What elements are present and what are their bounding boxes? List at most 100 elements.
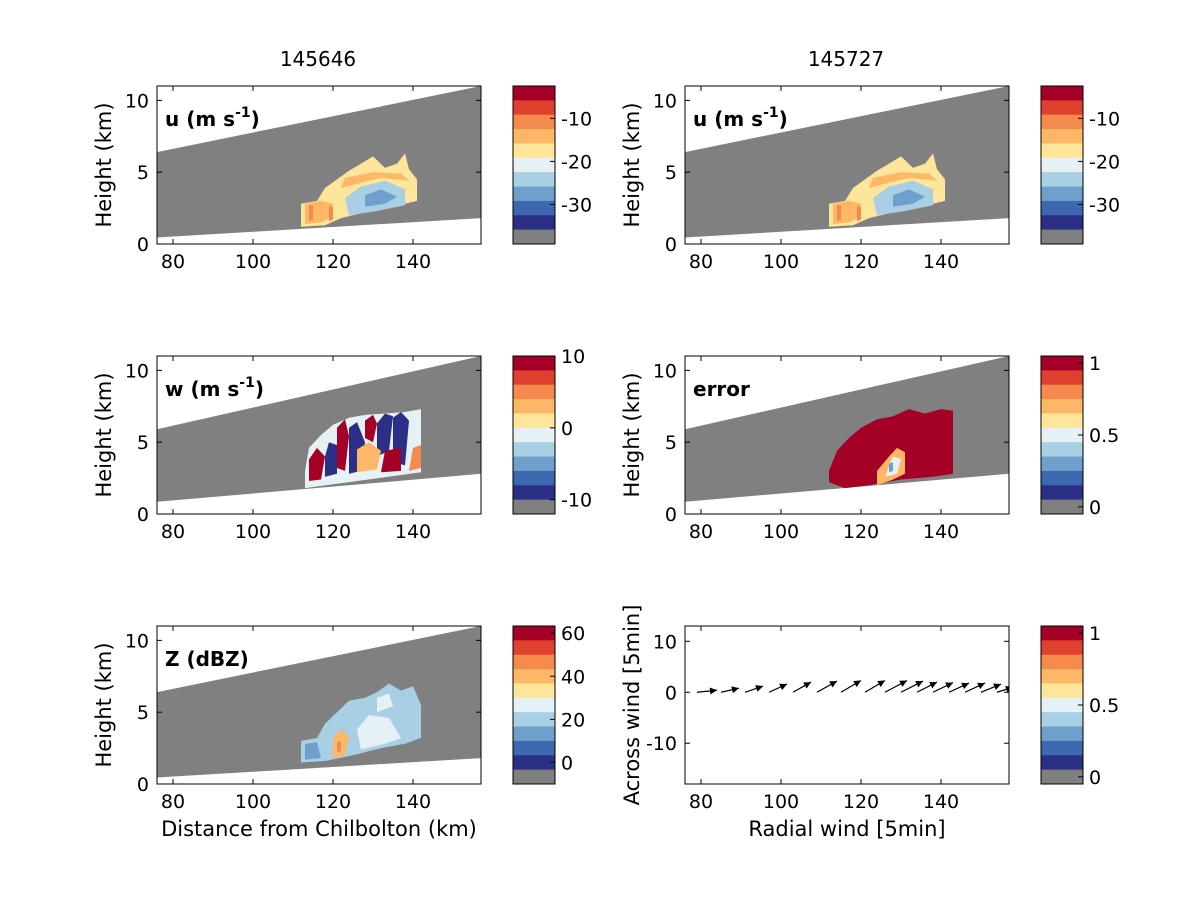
colorbar-tick-label: 20: [561, 709, 585, 731]
wind-vector-head: [929, 682, 937, 689]
x-tick-label: 80: [161, 791, 185, 813]
y-tick-label: 5: [137, 702, 149, 724]
colorbar-segment: [1041, 186, 1083, 202]
y-tick-label: 10: [653, 631, 677, 653]
colorbar-frame: [512, 85, 556, 245]
x-tick-label: 80: [161, 251, 185, 273]
axes-frame: [156, 625, 482, 785]
colorbar-tick-label: -20: [561, 151, 592, 173]
colorbar-segment: [513, 100, 555, 116]
colorbar-segment: [1041, 399, 1083, 414]
colorbar-segment: [513, 215, 555, 231]
x-tick-label: 120: [843, 521, 879, 543]
colorbar-frame: [512, 625, 556, 785]
colorbar-segment: [513, 356, 555, 371]
panel-title-left: 145646: [280, 47, 356, 71]
panel-z-145646: 80 100 120 140 0 5 10 Height (km) Distance from …: [92, 623, 585, 841]
u-field-streak: [309, 205, 313, 221]
wind-vector: [996, 687, 1009, 693]
x-tick-label: 140: [923, 521, 959, 543]
colorbar-segment: [513, 654, 555, 670]
wind-vector-head: [1005, 685, 1009, 693]
z-field-peak: [337, 740, 341, 753]
axes-frame: [684, 625, 1010, 785]
colorbar-segment: [513, 755, 555, 771]
panel-variable-label: w (m s-1): [165, 375, 264, 401]
colorbar-segment: [513, 712, 555, 728]
w-updraft: [337, 419, 349, 471]
axes-frame: [156, 355, 482, 515]
colorbar-segment: [513, 384, 555, 400]
colorbar-segment: [1041, 726, 1083, 742]
colorbar-segment: [1041, 485, 1083, 501]
x-tick-label: 80: [689, 791, 713, 813]
colorbar-segment: [513, 427, 555, 443]
colorbar-segment: [1041, 427, 1083, 443]
colorbar-segment: [513, 370, 555, 386]
colorbar-segment: [1041, 626, 1083, 641]
colorbar-segment: [513, 669, 555, 684]
y-tick-label: 5: [665, 432, 677, 454]
y-tick-label: 10: [125, 360, 149, 382]
colorbar-segment: [1041, 683, 1083, 699]
wind-vector-head: [829, 681, 837, 688]
error-field: [829, 409, 953, 489]
colorbar-segment: [513, 726, 555, 742]
colorbar-segment: [513, 626, 555, 641]
colorbar-tick-label: 40: [561, 666, 585, 688]
wind-vector-head: [779, 683, 787, 691]
colorbar-segment: [1041, 100, 1083, 116]
colorbar-segment: [1041, 640, 1083, 656]
plot-area-u-145727: [685, 86, 1009, 238]
colorbar-segment: [1041, 712, 1083, 728]
colorbar-tick-label: -10: [1089, 108, 1120, 130]
colorbar-segment: [1041, 215, 1083, 231]
plot-area-quiver-145727: [696, 680, 1009, 695]
x-tick-label: 100: [763, 251, 799, 273]
colorbar-segment: [1041, 470, 1083, 486]
colorbar-segment: [1041, 669, 1083, 684]
wind-vector-head: [803, 682, 811, 689]
x-tick-label: 140: [923, 251, 959, 273]
axes-frame: [684, 355, 1010, 515]
colorbar-tick-label: 0.5: [1089, 695, 1119, 717]
colorbar-tick-label: -10: [561, 490, 592, 512]
colorbar-segment: [1041, 143, 1083, 159]
y-tick-label: -10: [646, 733, 677, 755]
wind-vector-head: [853, 680, 861, 688]
x-tick-label: 100: [763, 521, 799, 543]
panel-variable-label: Z (dBZ): [165, 647, 249, 671]
colorbar-segment: [1041, 129, 1083, 144]
panel-title-right: 145727: [808, 47, 884, 71]
colorbar-segment: [513, 769, 555, 785]
colorbar-segment: [513, 143, 555, 159]
colorbar-tick-label: 1: [1089, 623, 1101, 645]
x-tick-label: 120: [843, 791, 879, 813]
colorbar-segment: [1041, 654, 1083, 670]
colorbar-segment: [1041, 755, 1083, 771]
y-tick-label: 5: [665, 162, 677, 184]
colorbar-segment: [1041, 456, 1083, 472]
colorbar-segment: [513, 129, 555, 144]
w-updraft: [365, 414, 377, 443]
u-field-upper: [869, 172, 937, 188]
colorbar-tick-label: 60: [561, 623, 585, 645]
y-tick-label: 10: [125, 630, 149, 652]
colorbar-tick-label: -30: [561, 195, 592, 217]
colorbar-tick-label: 0.5: [1089, 425, 1119, 447]
u-field-deep: [365, 189, 397, 207]
colorbar-segment: [1041, 114, 1083, 130]
colorbar-segment: [513, 485, 555, 501]
colorbar-segment: [513, 157, 555, 173]
colorbar-segment: [513, 86, 555, 101]
colorbar-segment: [1041, 157, 1083, 173]
colorbar-segment: [513, 470, 555, 486]
x-tick-label: 140: [395, 791, 431, 813]
colorbar-segment: [1041, 370, 1083, 386]
colorbar-tick-label: 0: [1089, 497, 1101, 519]
y-axis-label: Height (km): [620, 102, 644, 227]
colorbar-tick-label: -30: [1089, 195, 1120, 217]
x-axis-label: Distance from Chilbolton (km): [161, 817, 477, 841]
colorbar-tick-label: 10: [561, 346, 585, 368]
